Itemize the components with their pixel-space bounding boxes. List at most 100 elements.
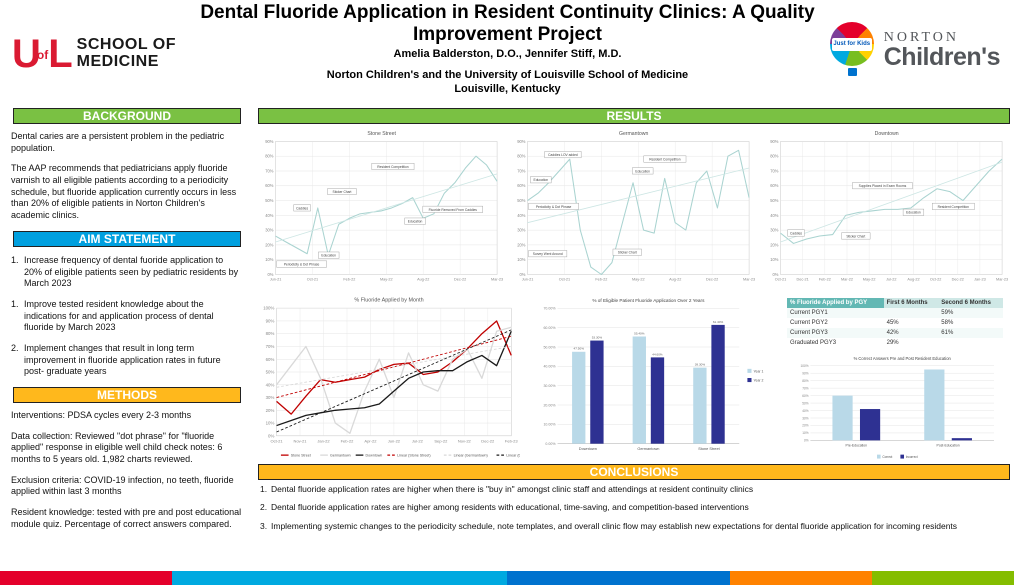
- svg-text:20%: 20%: [518, 242, 527, 247]
- table-cell: Current PGY3: [787, 328, 884, 338]
- table-row: Graduated PGY3 29%: [787, 338, 1003, 348]
- stripe-segment: [506, 571, 731, 585]
- svg-text:50%: 50%: [518, 198, 527, 203]
- table-cell: 45%: [883, 318, 939, 328]
- svg-text:Mar-23: Mar-23: [996, 278, 1008, 282]
- svg-text:Aug-22: Aug-22: [417, 278, 429, 282]
- conclusion-item: 3. Implementing systemic changes to the p…: [260, 520, 958, 531]
- table-cell: [883, 308, 939, 318]
- svg-text:Germantown: Germantown: [619, 131, 649, 137]
- svg-text:Downtown: Downtown: [579, 446, 597, 451]
- svg-text:Periodicity & Dot Phrase: Periodicity & Dot Phrase: [536, 205, 572, 209]
- svg-text:Education: Education: [906, 211, 921, 215]
- svg-text:Resident Competition: Resident Competition: [650, 157, 682, 161]
- left-column: BACKGROUND Dental caries are a persisten…: [0, 106, 254, 540]
- svg-text:90%: 90%: [518, 139, 527, 144]
- svg-text:50%: 50%: [266, 370, 275, 375]
- conclusion-item: 2. Dental fluoride application rates are …: [260, 502, 749, 513]
- svg-text:40%: 40%: [802, 409, 808, 413]
- table-cell: Graduated PGY3: [787, 338, 884, 348]
- svg-text:Mar-22: Mar-22: [841, 278, 853, 282]
- table-row: Current PGY1 59%: [787, 308, 1003, 318]
- pre-post-education-chart-box: 0% 10% 20% 30% 40% 50% 60% 70% 80% 90% 100% Pre-Edu…: [787, 352, 1003, 462]
- svg-text:May-22: May-22: [380, 278, 393, 282]
- norton-logo-line1: NORTON: [883, 29, 959, 45]
- svg-text:Sticker Chart: Sticker Chart: [846, 234, 865, 238]
- uofl-mark-icon: UofL: [12, 32, 73, 76]
- svg-text:Year 1: Year 1: [754, 369, 764, 373]
- svg-text:20.00%: 20.00%: [543, 403, 556, 407]
- table-cell: Current PGY2: [787, 318, 884, 328]
- downtown-chart: 0% 10% 20% 30% 40% 50% 60% 70% 80% 90% Oct-21 Dec-2…: [770, 131, 1008, 282]
- svg-text:Periodicity & Dot Phrase: Periodicity & Dot Phrase: [284, 262, 320, 266]
- svg-text:Education: Education: [408, 220, 423, 224]
- run-chart-germantown: 0% 10% 20% 30% 40% 50% 60% 70% 80% 90% Jun-21 Oct-2…: [510, 128, 757, 291]
- aim-list: 1. Increase frequency of dental fuoride a…: [11, 255, 243, 378]
- svg-text:Feb-22: Feb-22: [596, 278, 608, 282]
- svg-text:May-22: May-22: [632, 278, 645, 282]
- svg-text:Feb-22: Feb-22: [343, 278, 355, 282]
- svg-text:44.60%: 44.60%: [652, 352, 663, 356]
- poster-authors: Amelia Balderston, D.O., Jennifer Stiff,…: [393, 47, 622, 60]
- aim-statement-heading: AIM STATEMENT: [13, 230, 241, 247]
- svg-text:Sticker Chart: Sticker Chart: [333, 190, 352, 194]
- table-cell: 42%: [883, 328, 939, 338]
- svg-text:80%: 80%: [266, 331, 275, 336]
- svg-text:Caddies LOV added: Caddies LOV added: [549, 153, 579, 157]
- svg-text:70%: 70%: [518, 168, 527, 173]
- table-cell: Current PGY1: [787, 308, 884, 318]
- background-heading: BACKGROUND: [13, 108, 241, 124]
- svg-text:80%: 80%: [265, 154, 274, 159]
- svg-text:30%: 30%: [770, 228, 779, 233]
- svg-text:50%: 50%: [770, 198, 779, 203]
- svg-text:0%: 0%: [804, 439, 809, 443]
- svg-text:100%: 100%: [263, 306, 274, 311]
- svg-text:20%: 20%: [802, 424, 808, 428]
- svg-text:50.00%: 50.00%: [543, 345, 556, 349]
- svg-text:Linear (Germantown): Linear (Germantown): [454, 454, 488, 458]
- two-year-bar-chart-box: 0.00% 10.00% 20.00% 30.00% 40.00% 50.00% 60.00…: [531, 294, 776, 462]
- balloon-text: Just for Kids: [831, 38, 872, 51]
- two-year-bar-chart: 0.00% 10.00% 20.00% 30.00% 40.00% 50.00% 60.00…: [543, 298, 764, 451]
- svg-text:47.50%: 47.50%: [574, 347, 585, 351]
- fluoride-by-month-chart: 0% 10% 20% 30% 40% 50% 60% 70% 80% 90% 100% Oct-21 N…: [263, 298, 520, 458]
- svg-text:Education: Education: [321, 254, 336, 258]
- svg-text:10%: 10%: [802, 431, 808, 435]
- svg-text:80%: 80%: [802, 379, 808, 383]
- affiliation-line2: Louisville, Kentucky: [454, 82, 561, 95]
- conclusion-item: 1. Dental fluoride application rates are …: [260, 484, 754, 494]
- table-cell: 61%: [938, 328, 1003, 338]
- svg-text:39.30%: 39.30%: [695, 363, 706, 367]
- svg-text:Pre-Education: Pre-Education: [846, 443, 868, 447]
- table-row: Current PGY3 42% 61%: [787, 328, 1003, 338]
- aim-item: 1. Improve tested resident knowledge abou…: [11, 298, 214, 333]
- conclusions-list: 1. Dental fluoride application rates are …: [260, 484, 1008, 532]
- svg-text:60%: 60%: [266, 357, 275, 362]
- svg-text:55.40%: 55.40%: [634, 331, 645, 335]
- affiliation-line1: Norton Children's and the University of …: [326, 68, 689, 81]
- svg-text:20%: 20%: [770, 242, 779, 247]
- pgy-fluoride-table: % Fluoride Applied by PGY First 6 Months S…: [787, 298, 1003, 348]
- norton-childrens-logo: Just for Kids NORTON Children's: [829, 22, 1001, 78]
- aim-item: 2. Implement changes that result in long …: [11, 342, 221, 377]
- svg-text:Aug-22: Aug-22: [907, 278, 919, 282]
- svg-text:0%: 0%: [772, 272, 778, 277]
- svg-text:40%: 40%: [265, 213, 274, 218]
- svg-text:Jul-22: Jul-22: [412, 438, 424, 443]
- table-row: Current PGY2 45% 58%: [787, 318, 1003, 328]
- svg-text:Post-Education: Post-Education: [937, 443, 960, 447]
- svg-text:20%: 20%: [265, 242, 274, 247]
- methods-paragraph: Exclusion criteria: COVID-19 infection, …: [11, 474, 234, 497]
- svg-text:Incorrect: Incorrect: [906, 455, 918, 459]
- svg-text:Downtown: Downtown: [874, 131, 898, 137]
- run-chart-stone-street: 0% 10% 20% 30% 40% 50% 60% 70% 80% 90% Jun-21 Oct-2…: [258, 128, 505, 291]
- pre-post-education-chart: 0% 10% 20% 30% 40% 50% 60% 70% 80% 90% 100% Pre-Edu…: [801, 356, 994, 459]
- svg-text:Supplies Placed in Exam Rooms: Supplies Placed in Exam Rooms: [858, 184, 906, 188]
- svg-text:Apr-22: Apr-22: [364, 438, 377, 443]
- svg-text:Jun-21: Jun-21: [522, 278, 534, 282]
- svg-text:70%: 70%: [770, 168, 779, 173]
- svg-text:Jul-22: Jul-22: [886, 278, 896, 282]
- svg-text:Aug-22: Aug-22: [669, 278, 681, 282]
- svg-text:70.00%: 70.00%: [543, 307, 556, 311]
- poster-title: Dental Fluoride Application in Resident …: [200, 2, 815, 46]
